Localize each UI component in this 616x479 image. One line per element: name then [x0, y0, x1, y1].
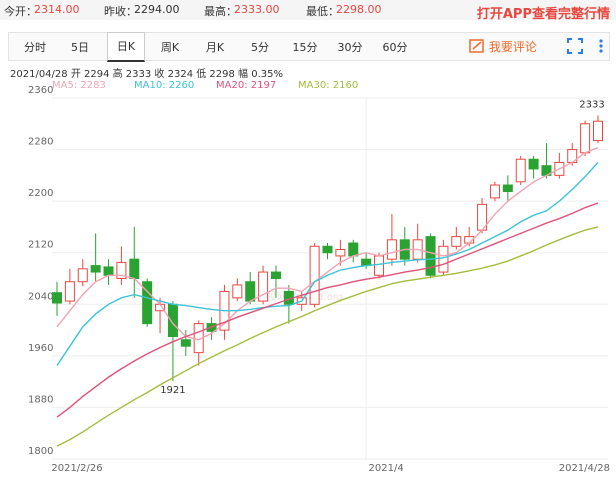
candle-body — [489, 184, 500, 199]
candle-body — [245, 281, 256, 302]
tab[interactable]: 周K — [160, 41, 180, 54]
y-tick-label: 2280 — [28, 137, 53, 148]
high-label: 最高： — [204, 5, 237, 18]
y-tick-label: 2120 — [28, 240, 53, 251]
candle-body — [348, 242, 359, 257]
prev-label: 昨收： — [104, 5, 137, 18]
low-label: 1921 — [160, 385, 185, 396]
candle-body — [502, 184, 513, 192]
candle-body — [52, 292, 62, 304]
tab[interactable]: 5日 — [71, 41, 89, 54]
open-value: 2314.00 — [34, 3, 80, 16]
candle-body — [322, 245, 333, 254]
tab[interactable]: 15分 — [292, 41, 318, 54]
tab[interactable]: 日K — [107, 32, 145, 62]
ma-line — [56, 161, 599, 366]
fullscreen-icon[interactable] — [567, 38, 583, 54]
candle-body — [142, 281, 153, 325]
candle-body — [528, 158, 539, 170]
candle-body — [180, 339, 191, 347]
high-value: 2333.00 — [234, 3, 280, 16]
quote-bar: 今开： 2314.00 昨收： 2294.00 最高： 2333.00 最低： 2298… — [0, 0, 616, 22]
high-label: 2333 — [579, 99, 604, 110]
y-tick-label: 1800 — [28, 446, 53, 457]
x-tick-label: 2021/4/28 — [559, 463, 610, 474]
open-label: 今开： — [4, 5, 37, 18]
open-app-link[interactable]: 打开APP查看完整行情 — [476, 7, 610, 22]
legend-entry: MA20: 2197 — [216, 80, 276, 91]
candle-body — [425, 236, 436, 276]
candle-body — [270, 271, 281, 279]
candle-body — [232, 284, 243, 299]
ma-line — [56, 226, 599, 447]
candle-body — [64, 281, 75, 302]
candle-body — [515, 158, 526, 183]
comment-icon — [469, 39, 484, 53]
tab-bar: 我要评论 分时 5日 日K 周K 月K 5分 15分 30分 60分 — [8, 32, 610, 62]
ma-line — [56, 202, 599, 418]
y-tick-label: 1880 — [28, 394, 53, 405]
candle-body — [77, 268, 88, 283]
comment-text: 我要评论 — [488, 40, 537, 54]
ma-line — [56, 146, 599, 341]
y-tick-label: 2200 — [28, 188, 53, 199]
candle-body — [258, 271, 269, 302]
comment-button[interactable]: 我要评论 — [469, 37, 537, 55]
y-tick-label: 2360 — [28, 85, 53, 96]
candle-body — [309, 245, 320, 305]
candle-body — [438, 245, 449, 273]
tab[interactable]: 月K — [205, 41, 225, 54]
low-value: 2298.00 — [336, 3, 382, 16]
candle-body — [167, 303, 178, 338]
x-tick-label: 2021/4 — [369, 463, 404, 474]
candle-body — [386, 239, 397, 260]
candle-body — [103, 266, 114, 276]
tab[interactable]: 分时 — [24, 41, 46, 54]
prev-value: 2294.00 — [134, 3, 180, 16]
y-tick-label: 1960 — [28, 343, 53, 354]
candle-body — [335, 248, 346, 257]
tab[interactable]: 5分 — [251, 41, 269, 54]
tab[interactable]: 60分 — [382, 41, 408, 54]
candle-body — [374, 255, 385, 276]
tab[interactable]: 30分 — [337, 41, 363, 54]
candle-body — [129, 258, 140, 279]
legend-entry: MA10: 2260 — [134, 80, 194, 91]
settings-icon[interactable] — [594, 38, 608, 54]
candle-body — [90, 265, 101, 273]
candle-body — [580, 123, 591, 154]
x-tick-label: 2021/2/26 — [51, 463, 102, 474]
low-label: 最低： — [306, 5, 339, 18]
ohlc-info: 2021/04/28 开 2294 高 2333 收 2324 低 2298 幅… — [10, 69, 283, 80]
candle-body — [593, 120, 603, 142]
candle-body — [451, 236, 462, 247]
legend-entry: MA30: 2160 — [298, 80, 358, 91]
legend-entry: MA5: 2283 — [52, 80, 106, 91]
y-tick-label: 2040 — [28, 291, 53, 302]
candle-body — [116, 261, 127, 280]
